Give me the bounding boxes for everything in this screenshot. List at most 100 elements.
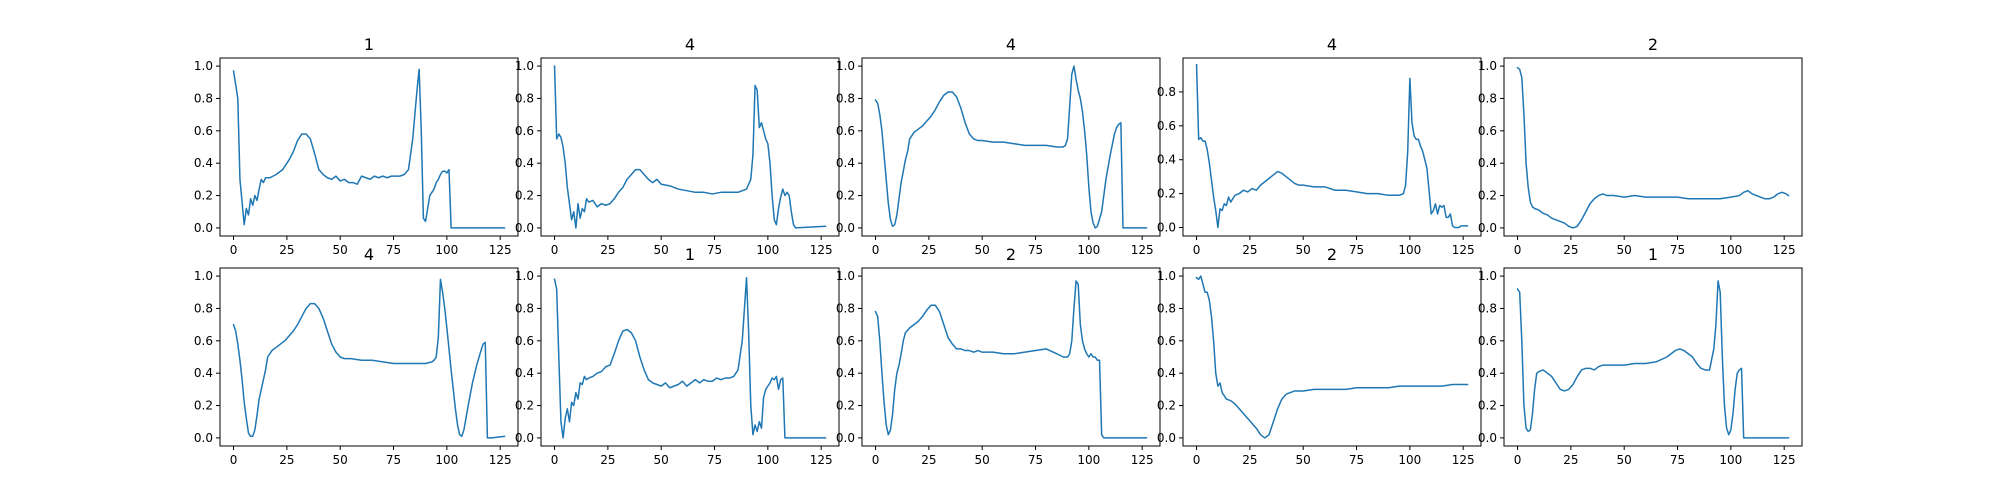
- subplot-8: 2 0 25 50 75 100 125 0.0 0.2 0.4 0.6 0.8 1.0: [836, 245, 1161, 467]
- y-tick-label: 0.8: [1157, 85, 1176, 99]
- y-tick-label: 1.0: [1157, 269, 1176, 283]
- x-tick-label: 75: [1349, 243, 1364, 257]
- x-tick-label: 75: [386, 453, 401, 467]
- y-tick-label: 0.6: [1157, 119, 1176, 133]
- x-tick-label: 25: [600, 453, 615, 467]
- subplot-title: 1: [685, 245, 695, 264]
- y-tick-label: 0.0: [836, 221, 855, 235]
- x-tick-label: 0: [230, 243, 238, 257]
- y-tick-label: 0.0: [515, 221, 534, 235]
- x-tick-label: 100: [1398, 243, 1421, 257]
- x-tick-label: 100: [1077, 453, 1100, 467]
- y-tick-label: 0.8: [194, 301, 213, 315]
- x-tick-label: 75: [1670, 243, 1685, 257]
- x-tick-label: 0: [551, 243, 559, 257]
- y-tick-label: 0.6: [515, 124, 534, 138]
- x-tick-label: 100: [435, 453, 458, 467]
- y-tick-label: 0.8: [515, 91, 534, 105]
- x-tick-label: 25: [1242, 243, 1257, 257]
- x-tick-label: 100: [435, 243, 458, 257]
- x-tick-label: 0: [872, 243, 880, 257]
- series-line: [874, 280, 1148, 439]
- x-tick-label: 0: [1193, 453, 1201, 467]
- y-tick-label: 1.0: [836, 59, 855, 73]
- x-tick-label: 125: [489, 453, 512, 467]
- y-tick-label: 0.0: [194, 431, 213, 445]
- axes-frame: [1182, 267, 1482, 447]
- x-tick-label: 100: [1719, 453, 1742, 467]
- subplot-6: 4 0 25 50 75 100 125 0.0 0.2 0.4 0.6 0.8 1.0: [194, 245, 519, 467]
- y-tick-label: 0.8: [836, 301, 855, 315]
- y-tick-label: 0.2: [515, 189, 534, 203]
- x-tick-label: 75: [707, 453, 722, 467]
- y-tick-label: 0.4: [1478, 156, 1497, 170]
- x-tick-label: 50: [333, 243, 348, 257]
- subplot-4: 4 0 25 50 75 100 125 0.0 0.2 0.4 0.6 0.8: [1157, 35, 1482, 257]
- x-tick-label: 50: [975, 243, 990, 257]
- y-tick-label: 0.2: [194, 399, 213, 413]
- y-tick-label: 0.4: [1478, 366, 1497, 380]
- series-line: [874, 65, 1148, 229]
- x-tick-label: 0: [872, 453, 880, 467]
- y-tick-label: 0.2: [1157, 399, 1176, 413]
- y-tick-label: 0.6: [836, 334, 855, 348]
- x-tick-label: 100: [756, 243, 779, 257]
- x-tick-label: 50: [1296, 243, 1311, 257]
- y-tick-label: 0.6: [194, 334, 213, 348]
- x-tick-label: 25: [279, 243, 294, 257]
- x-tick-label: 75: [1670, 453, 1685, 467]
- x-tick-label: 75: [1028, 243, 1043, 257]
- x-tick-label: 0: [1193, 243, 1201, 257]
- subplot-5: 2 0 25 50 75 100 125 0.0 0.2 0.4 0.6 0.8 1.0: [1478, 35, 1803, 257]
- y-tick-label: 0.6: [1157, 334, 1176, 348]
- series-line: [553, 65, 827, 229]
- axes-frame: [861, 57, 1161, 237]
- y-tick-label: 1.0: [836, 269, 855, 283]
- y-tick-label: 0.6: [1478, 124, 1497, 138]
- x-tick-label: 0: [551, 453, 559, 467]
- subplot-9: 2 0 25 50 75 100 125 0.0 0.2 0.4 0.6 0.8 1.0: [1157, 245, 1482, 467]
- y-tick-label: 0.0: [836, 431, 855, 445]
- y-tick-label: 1.0: [515, 59, 534, 73]
- subplot-7: 1 0 25 50 75 100 125 0.0 0.2 0.4 0.6 0.8 1.0: [515, 245, 840, 467]
- x-tick-label: 25: [1242, 453, 1257, 467]
- axes-frame: [861, 267, 1161, 447]
- series-line: [1516, 66, 1790, 229]
- subplot-title: 4: [1327, 35, 1337, 54]
- y-tick-label: 1.0: [194, 59, 213, 73]
- x-tick-label: 125: [1131, 453, 1154, 467]
- axes-frame: [1182, 57, 1482, 237]
- y-tick-label: 0.2: [1478, 399, 1497, 413]
- y-tick-label: 0.2: [194, 189, 213, 203]
- y-tick-label: 0.0: [515, 431, 534, 445]
- x-tick-label: 125: [1773, 243, 1796, 257]
- x-tick-label: 25: [279, 453, 294, 467]
- x-tick-label: 100: [756, 453, 779, 467]
- x-tick-label: 125: [810, 453, 833, 467]
- subplot-title: 4: [1006, 35, 1016, 54]
- x-tick-label: 25: [1563, 243, 1578, 257]
- subplot-title: 4: [685, 35, 695, 54]
- series-line: [1195, 275, 1469, 439]
- x-tick-label: 100: [1398, 453, 1421, 467]
- series-line: [232, 278, 506, 439]
- y-tick-label: 1.0: [515, 269, 534, 283]
- axes-frame: [540, 267, 840, 447]
- x-tick-label: 0: [1514, 243, 1522, 257]
- axes-frame: [219, 267, 519, 447]
- y-tick-label: 0.8: [194, 91, 213, 105]
- x-tick-label: 75: [386, 243, 401, 257]
- y-tick-label: 0.4: [836, 156, 855, 170]
- x-tick-label: 100: [1077, 243, 1100, 257]
- y-tick-label: 0.6: [1478, 334, 1497, 348]
- subplot-1: 1 0 25 50 75 100 125 0.0 0.2 0.4 0.6 0.8 1.0: [194, 35, 519, 257]
- axes-frame: [1503, 267, 1803, 447]
- y-tick-label: 0.8: [1157, 301, 1176, 315]
- x-tick-label: 125: [1131, 243, 1154, 257]
- y-tick-label: 0.8: [1478, 301, 1497, 315]
- y-tick-label: 0.6: [836, 124, 855, 138]
- series-line: [232, 68, 506, 229]
- subplot-3: 4 0 25 50 75 100 125 0.0 0.2 0.4 0.6 0.8 1.0: [836, 35, 1161, 257]
- x-tick-label: 125: [1452, 243, 1475, 257]
